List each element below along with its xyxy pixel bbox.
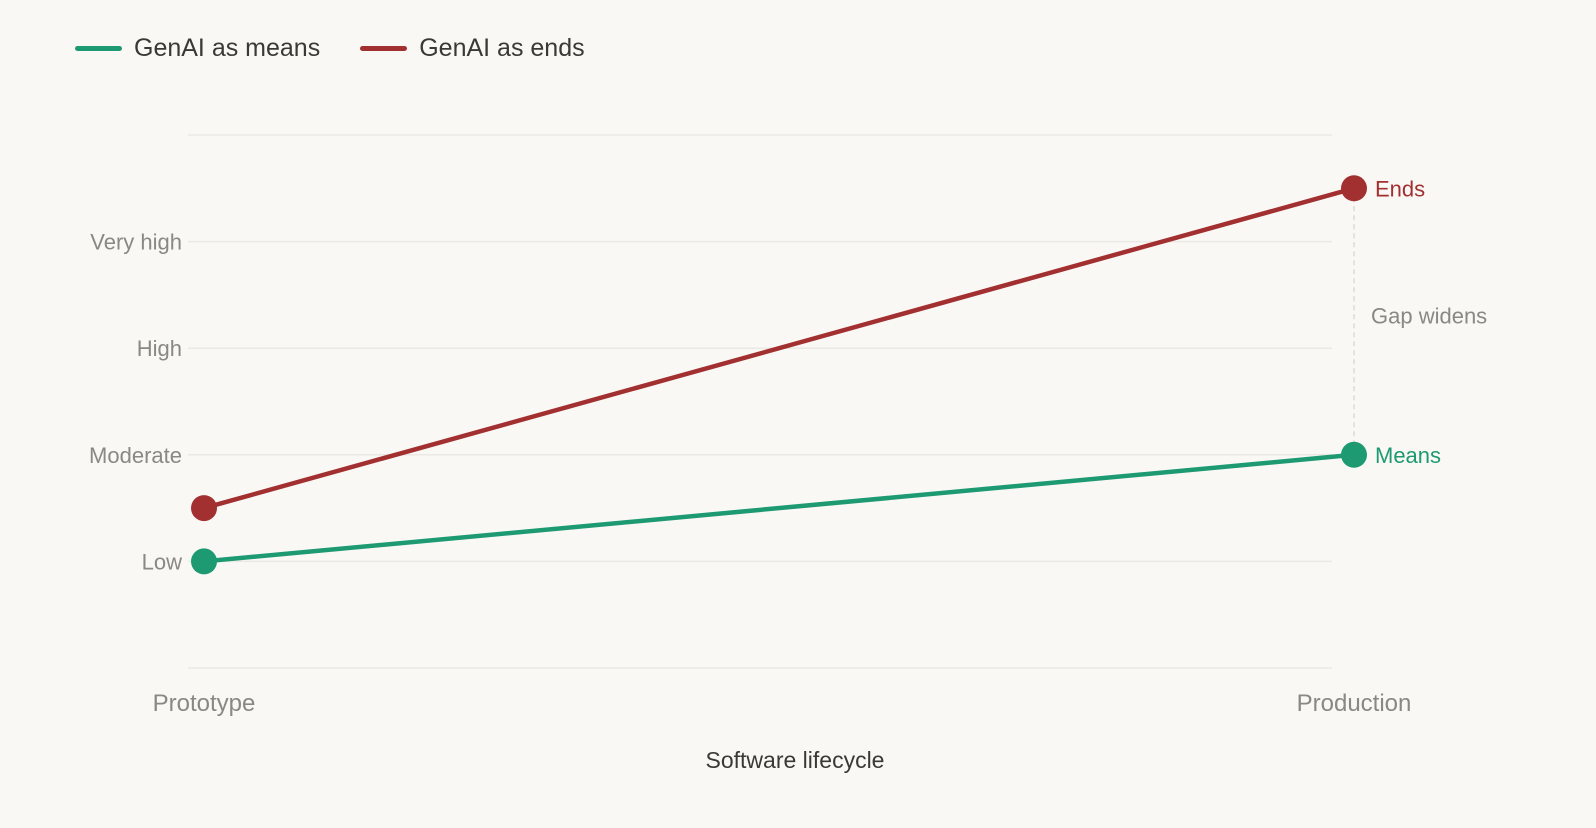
chart-legend: GenAI as means GenAI as ends — [75, 30, 625, 66]
legend-swatch-means — [75, 45, 122, 51]
series-end-label-1: Ends — [1375, 176, 1425, 201]
series-1-point-1 — [1341, 175, 1367, 202]
x-tick-label-0: Prototype — [153, 690, 256, 717]
series-1-point-0 — [191, 495, 217, 522]
x-tick-label-1: Production — [1297, 690, 1412, 717]
series-end-label-0: Means — [1375, 443, 1441, 468]
x-axis-title: Software lifecycle — [706, 747, 885, 773]
legend-label-means: GenAI as means — [134, 33, 321, 62]
y-tick-label-0: Low — [142, 549, 182, 574]
series-0-point-0 — [191, 548, 217, 575]
legend-label-ends: GenAI as ends — [419, 33, 585, 62]
annotation-gap-widens: Gap widens — [1371, 304, 1487, 329]
legend-item-means: GenAI as means — [75, 34, 320, 63]
series-0-point-1 — [1341, 441, 1367, 468]
y-tick-label-1: Moderate — [89, 443, 182, 468]
legend-swatch-ends — [360, 45, 408, 51]
series-line-0 — [201, 452, 1357, 564]
legend-item-ends: GenAI as ends — [360, 33, 585, 63]
series-line-1 — [201, 186, 1357, 511]
y-tick-label-3: Very high — [90, 230, 182, 255]
y-tick-label-2: High — [137, 336, 182, 361]
